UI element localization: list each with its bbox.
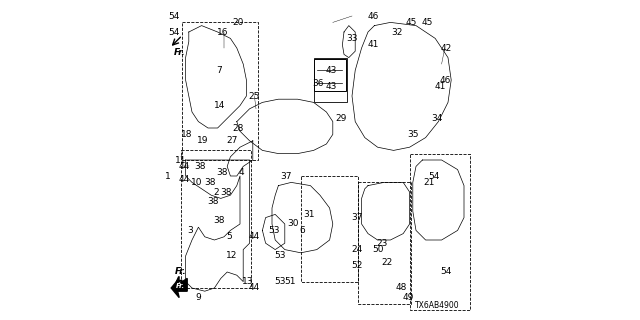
Text: 2: 2 <box>213 188 219 196</box>
Text: 44: 44 <box>249 232 260 241</box>
Text: 38: 38 <box>204 178 215 187</box>
Text: 51: 51 <box>284 277 295 286</box>
Text: 3: 3 <box>188 226 193 235</box>
Text: 54: 54 <box>169 28 180 36</box>
Text: 16: 16 <box>217 28 228 36</box>
Bar <box>314 59 346 91</box>
Text: 33: 33 <box>346 34 358 43</box>
Text: 44: 44 <box>249 284 260 292</box>
Text: 34: 34 <box>431 114 442 123</box>
Text: 43: 43 <box>326 82 337 91</box>
Text: 53: 53 <box>268 226 279 235</box>
Text: 11: 11 <box>175 156 186 164</box>
Text: 41: 41 <box>435 82 445 91</box>
Text: 19: 19 <box>198 136 209 145</box>
Text: 50: 50 <box>372 245 383 254</box>
Text: 46: 46 <box>367 12 378 20</box>
Text: 42: 42 <box>441 44 452 52</box>
Text: 25: 25 <box>249 92 260 100</box>
Text: 38: 38 <box>217 168 228 177</box>
Text: 1: 1 <box>165 172 171 180</box>
Text: 38: 38 <box>214 216 225 225</box>
Text: 9: 9 <box>196 293 201 302</box>
Text: 14: 14 <box>214 101 225 110</box>
Text: 36: 36 <box>313 79 324 88</box>
Text: 54: 54 <box>441 268 452 276</box>
Text: 5: 5 <box>226 232 232 241</box>
Text: 53: 53 <box>275 252 285 260</box>
Text: 37: 37 <box>281 172 292 180</box>
Text: 6: 6 <box>300 226 305 235</box>
Text: 22: 22 <box>381 258 393 267</box>
Text: 38: 38 <box>195 162 205 171</box>
Text: 48: 48 <box>396 284 407 292</box>
Text: 20: 20 <box>233 18 244 27</box>
Text: 38: 38 <box>207 197 218 206</box>
Text: 54: 54 <box>169 12 180 20</box>
Text: 18: 18 <box>182 130 193 139</box>
Text: TX6AB4900: TX6AB4900 <box>415 301 460 310</box>
Polygon shape <box>172 278 187 298</box>
Text: 54: 54 <box>428 172 439 180</box>
Text: 4: 4 <box>239 168 244 177</box>
Text: 45: 45 <box>406 18 417 27</box>
Text: 45: 45 <box>422 18 433 27</box>
Text: Fr.: Fr. <box>173 48 185 57</box>
Text: 31: 31 <box>303 210 314 219</box>
Text: 28: 28 <box>233 124 244 132</box>
Text: 49: 49 <box>403 293 413 302</box>
Text: 30: 30 <box>287 220 298 228</box>
Text: 12: 12 <box>227 252 237 260</box>
Text: 37: 37 <box>351 213 362 222</box>
Text: Fr.: Fr. <box>175 284 185 289</box>
Text: 29: 29 <box>335 114 346 123</box>
Text: 27: 27 <box>227 136 237 145</box>
Text: 53: 53 <box>275 277 285 286</box>
Text: 46: 46 <box>439 76 451 84</box>
Text: 32: 32 <box>391 28 403 36</box>
Text: Fr.: Fr. <box>175 267 187 276</box>
Text: 10: 10 <box>191 178 202 187</box>
Text: 38: 38 <box>220 188 231 196</box>
Text: 43: 43 <box>326 66 337 75</box>
Text: 7: 7 <box>216 66 222 75</box>
Text: 44: 44 <box>179 175 189 184</box>
Text: 23: 23 <box>377 239 388 248</box>
Text: 41: 41 <box>367 40 378 49</box>
Text: 21: 21 <box>423 178 435 187</box>
Text: 24: 24 <box>351 245 362 254</box>
Text: 52: 52 <box>351 261 362 270</box>
Text: 35: 35 <box>407 130 419 139</box>
Text: 44: 44 <box>179 162 189 171</box>
Text: 13: 13 <box>243 277 253 286</box>
